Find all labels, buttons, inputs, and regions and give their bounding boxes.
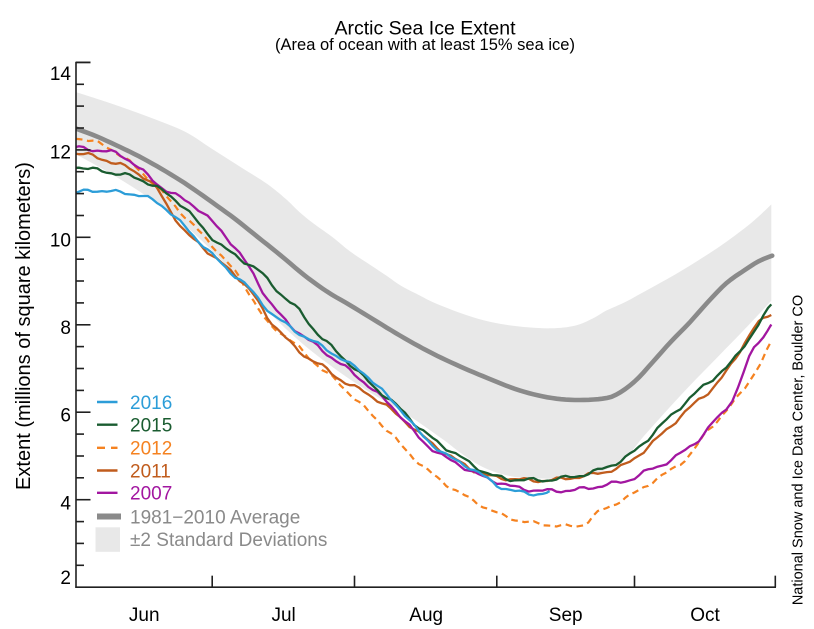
svg-text:2015: 2015 xyxy=(130,416,172,437)
svg-text:Jun: Jun xyxy=(129,605,160,626)
svg-text:6: 6 xyxy=(60,405,71,426)
svg-text:2011: 2011 xyxy=(130,461,171,482)
svg-text:±2 Standard Deviations: ±2 Standard Deviations xyxy=(130,530,327,551)
svg-text:10: 10 xyxy=(50,230,71,251)
svg-text:Arctic Sea Ice Extent: Arctic Sea Ice Extent xyxy=(335,18,517,40)
svg-text:8: 8 xyxy=(60,318,71,339)
svg-text:Extent (millions of square kil: Extent (millions of square kilometers) xyxy=(13,162,35,490)
svg-text:14: 14 xyxy=(50,64,72,85)
svg-text:2012: 2012 xyxy=(130,439,172,460)
svg-text:National Snow and Ice Data Cen: National Snow and Ice Data Center, Bould… xyxy=(791,295,807,605)
svg-text:2007: 2007 xyxy=(130,484,172,505)
svg-text:(Area of ocean with at least 1: (Area of ocean with at least 15% sea ice… xyxy=(275,36,575,54)
svg-text:1981−2010 Average: 1981−2010 Average xyxy=(130,507,300,528)
svg-text:12: 12 xyxy=(50,143,71,164)
svg-text:4: 4 xyxy=(60,493,71,514)
svg-text:Oct: Oct xyxy=(690,605,720,626)
svg-text:Sep: Sep xyxy=(549,605,583,626)
svg-text:Jul: Jul xyxy=(271,605,295,626)
svg-text:Aug: Aug xyxy=(409,605,443,626)
svg-text:2: 2 xyxy=(60,568,71,589)
svg-text:2016: 2016 xyxy=(130,393,172,414)
